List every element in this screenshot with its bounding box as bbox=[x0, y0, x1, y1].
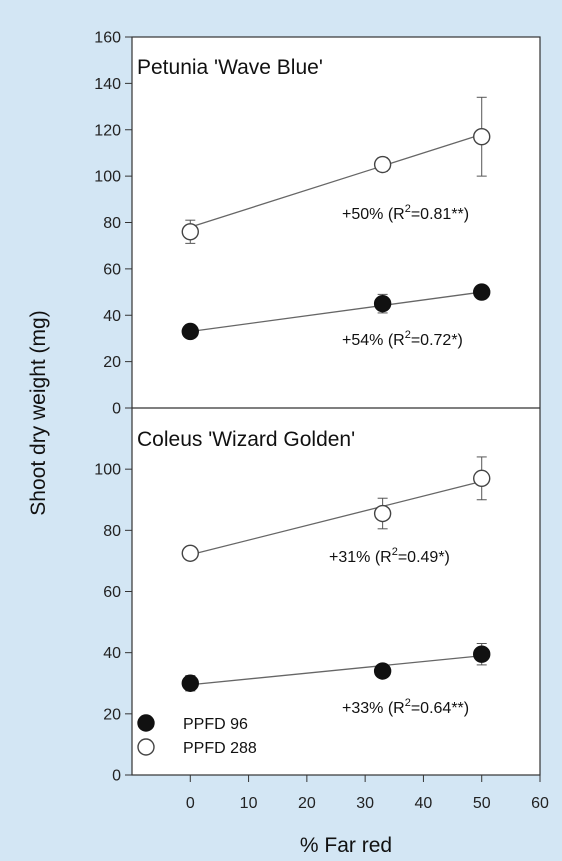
y-axis-title: Shoot dry weight (mg) bbox=[27, 310, 50, 515]
petunia-y-tick-label: 120 bbox=[94, 122, 121, 139]
petunia-ppfd96-point bbox=[473, 283, 491, 301]
x-tick-label: 60 bbox=[531, 795, 549, 812]
coleus-ppfd96-point bbox=[473, 645, 491, 663]
x-tick-label: 50 bbox=[473, 795, 491, 812]
petunia-y-tick-label: 80 bbox=[103, 215, 121, 232]
petunia-ppfd96-point bbox=[181, 322, 199, 341]
legend-marker bbox=[137, 714, 155, 732]
coleus-y-tick-label: 40 bbox=[103, 645, 121, 662]
legend-marker bbox=[137, 738, 155, 756]
petunia-fit-line bbox=[190, 291, 482, 333]
petunia-panel-title: Petunia 'Wave Blue' bbox=[137, 56, 323, 79]
coleus-fit-line bbox=[190, 655, 482, 686]
coleus-panel-title: Coleus 'Wizard Golden' bbox=[137, 428, 355, 451]
petunia-ppfd288-point bbox=[373, 155, 392, 174]
coleus-fit-line bbox=[190, 480, 482, 556]
plot-background bbox=[131, 36, 541, 776]
x-tick-label: 20 bbox=[298, 795, 316, 812]
petunia-y-tick-label: 0 bbox=[112, 401, 121, 418]
coleus-y-tick-label: 0 bbox=[112, 768, 121, 785]
coleus-annotation: +33% (R2=0.64**) bbox=[342, 697, 469, 717]
petunia-annotation: +54% (R2=0.72*) bbox=[342, 329, 463, 349]
legend-label: PPFD 288 bbox=[183, 740, 257, 757]
petunia-ppfd288-point bbox=[473, 128, 491, 146]
coleus-ppfd288-point bbox=[373, 504, 392, 523]
legend-label: PPFD 96 bbox=[183, 716, 248, 733]
x-tick-label: 0 bbox=[186, 795, 195, 812]
coleus-y-tick-label: 20 bbox=[103, 706, 121, 723]
petunia-fit-line bbox=[190, 133, 482, 228]
petunia-y-tick-label: 60 bbox=[103, 261, 121, 278]
petunia-y-tick-label: 160 bbox=[94, 30, 121, 47]
petunia-y-tick-label: 140 bbox=[94, 76, 121, 93]
coleus-ppfd96-point bbox=[181, 674, 199, 692]
x-tick-label: 40 bbox=[415, 795, 433, 812]
petunia-y-tick-label: 40 bbox=[103, 308, 121, 325]
petunia-y-tick-label: 20 bbox=[103, 354, 121, 371]
petunia-ppfd96-point bbox=[373, 294, 392, 313]
coleus-annotation: +31% (R2=0.49*) bbox=[329, 546, 450, 566]
coleus-ppfd288-point bbox=[473, 469, 491, 488]
x-axis-title: % Far red bbox=[300, 834, 392, 857]
coleus-y-tick-label: 60 bbox=[103, 584, 121, 601]
petunia-annotation: +50% (R2=0.81**) bbox=[342, 203, 469, 223]
coleus-ppfd96-point bbox=[373, 662, 392, 680]
coleus-y-tick-label: 80 bbox=[103, 523, 121, 540]
petunia-y-tick-label: 100 bbox=[94, 169, 121, 186]
coleus-y-tick-label: 100 bbox=[94, 462, 121, 479]
coleus-ppfd288-point bbox=[181, 544, 199, 562]
x-tick-label: 30 bbox=[356, 795, 374, 812]
x-tick-label: 10 bbox=[240, 795, 258, 812]
petunia-ppfd288-point bbox=[181, 223, 199, 241]
